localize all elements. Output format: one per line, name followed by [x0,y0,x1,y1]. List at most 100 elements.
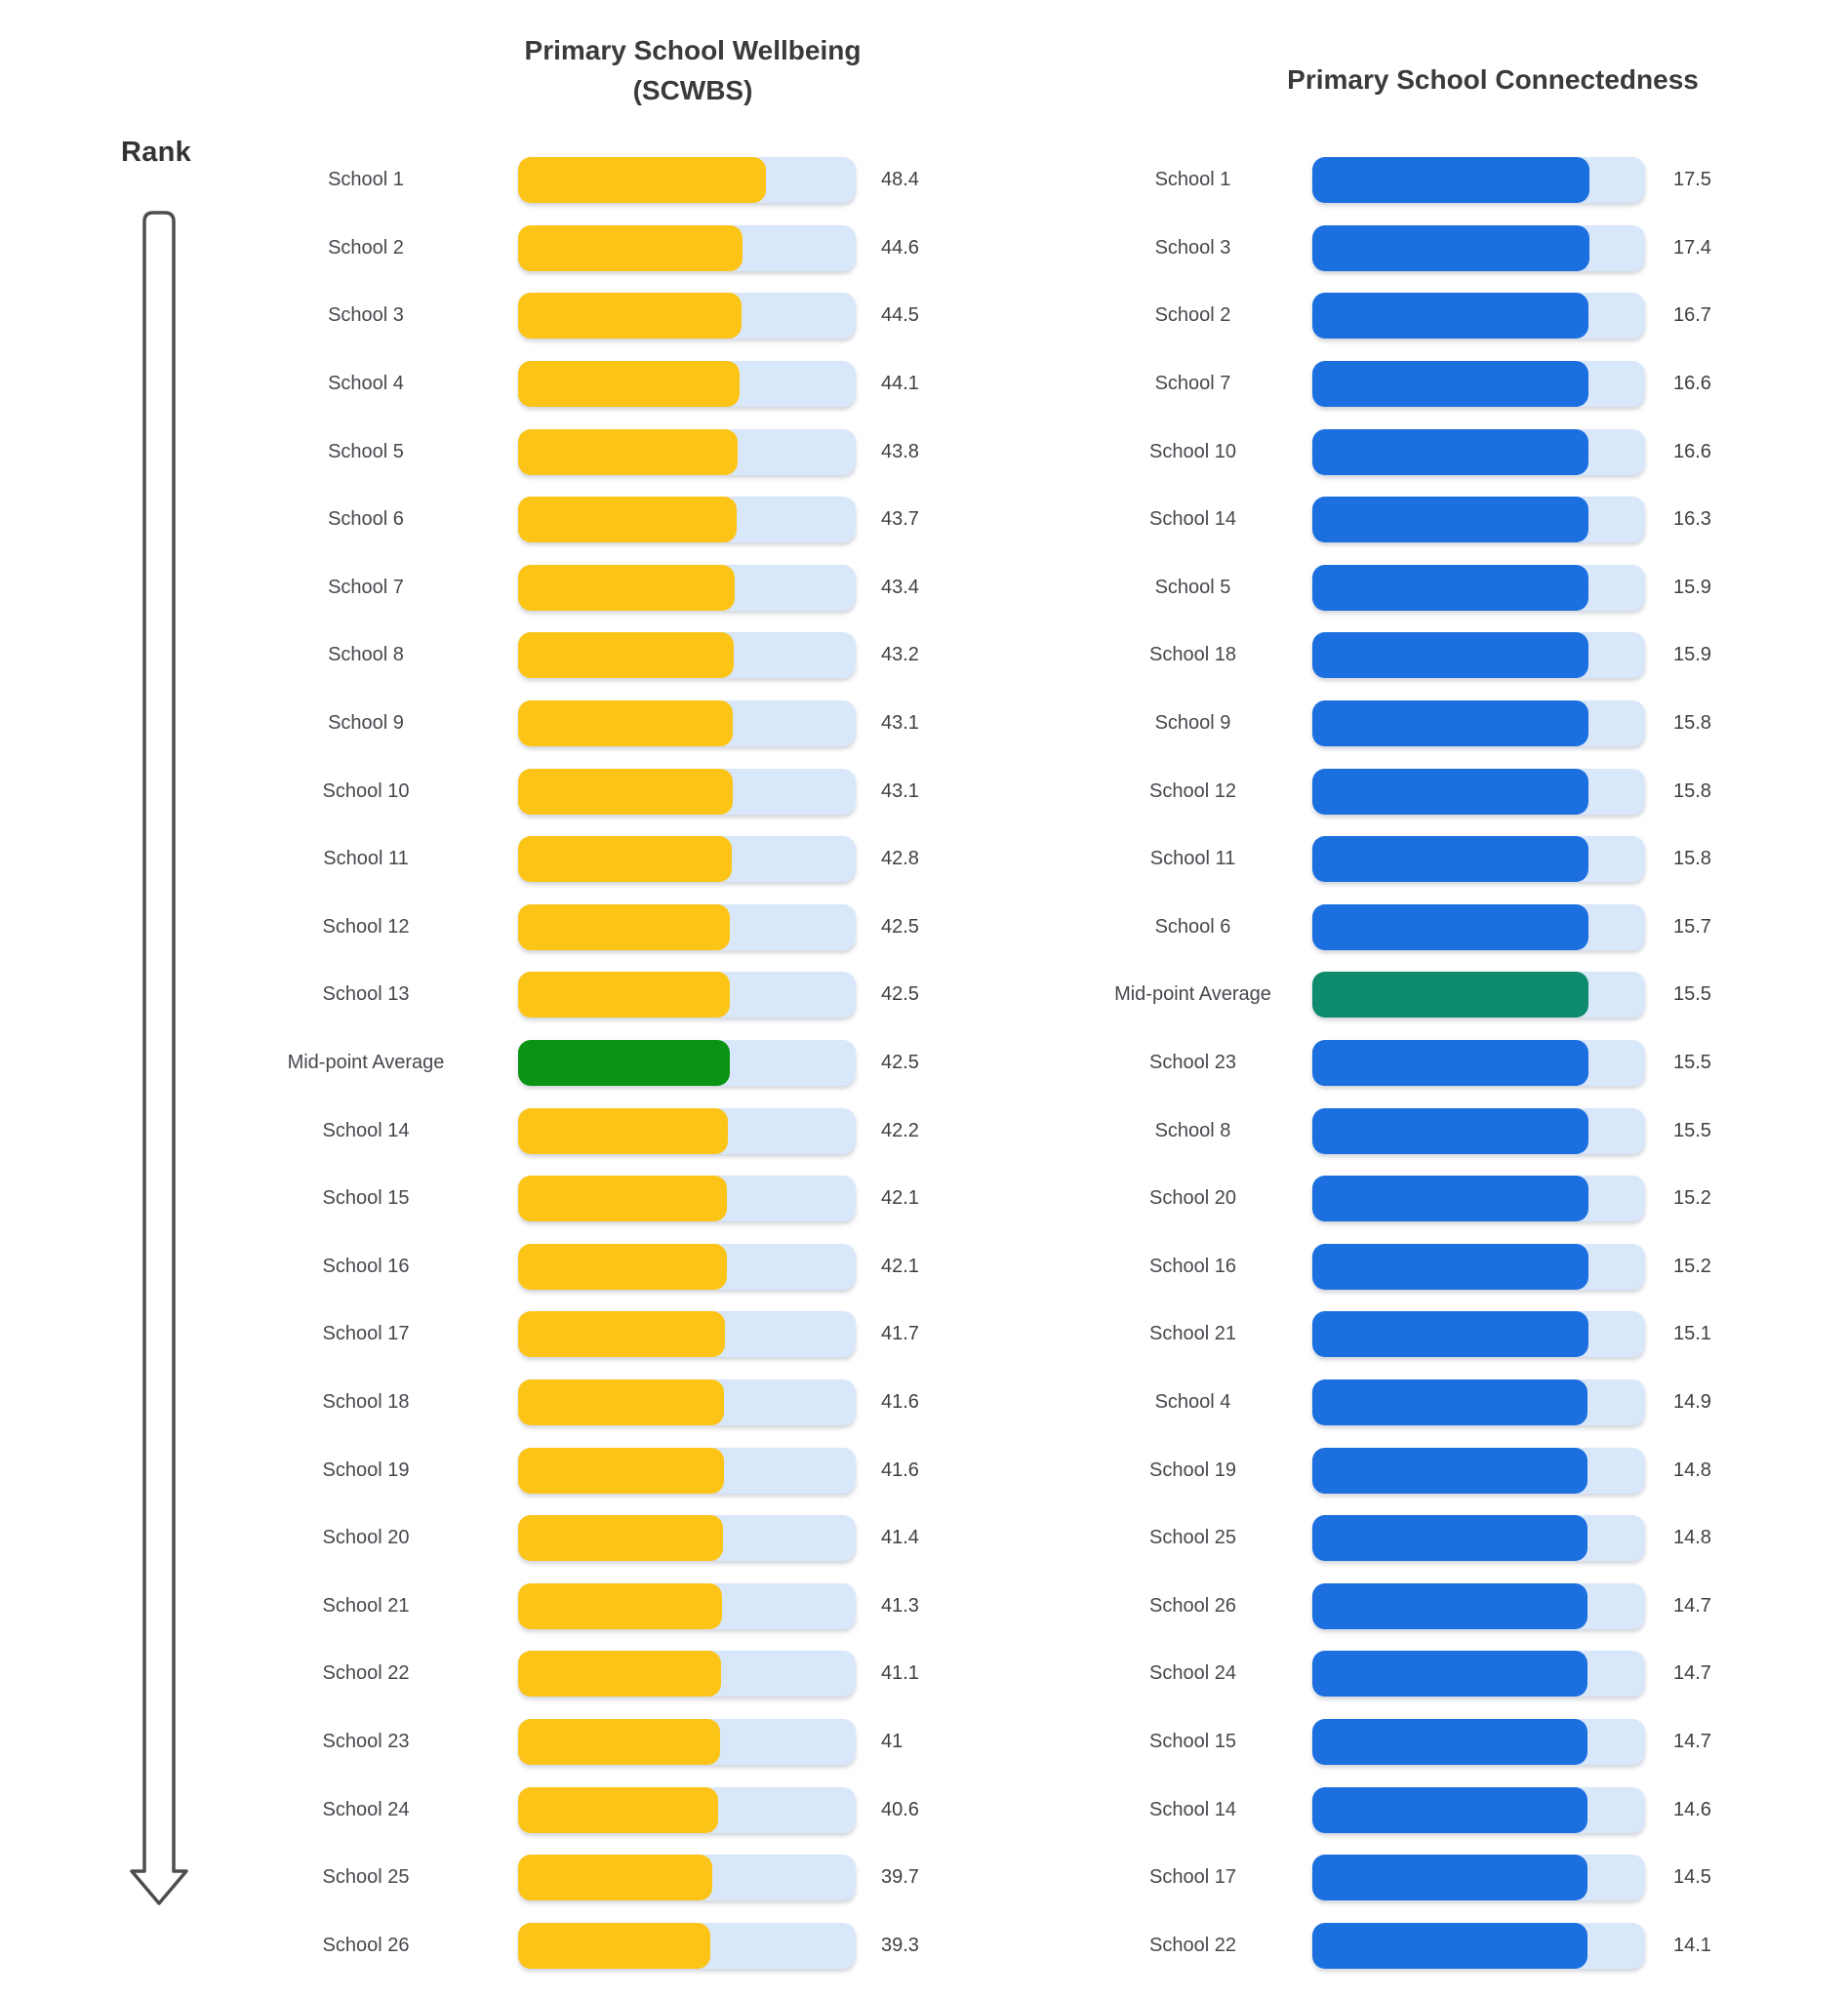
chart-row: School 19 41.6 [244,1436,988,1504]
bar-fill [1312,1718,1588,1765]
bar-value: 41.7 [881,1323,919,1345]
school-label: School 5 [1154,576,1231,598]
school-label: School 14 [1149,508,1236,531]
bar-value: 15.9 [1673,576,1711,598]
chart-row: School 24 14.7 [1073,1640,1781,1708]
bar-value: 15.1 [1673,1323,1711,1345]
chart-row: School 26 39.3 [244,1911,988,1979]
bar-value: 42.5 [881,983,919,1006]
bar-track [518,903,856,950]
chart-row: School 20 41.4 [244,1504,988,1573]
bar-track [518,768,856,815]
chart-row: School 8 15.5 [1073,1097,1781,1165]
bar-value: 14.5 [1673,1866,1711,1889]
bar-track [1312,1855,1645,1901]
chart-row: School 20 15.2 [1073,1165,1781,1233]
chart-row: School 14 14.6 [1073,1776,1781,1844]
school-label: School 25 [322,1866,410,1889]
bar-fill [518,1243,728,1290]
bar-track [518,1582,856,1629]
school-label: School 16 [1149,1255,1236,1277]
chart-row: School 4 14.9 [1073,1369,1781,1437]
bar-fill [518,428,738,475]
chart-row: School 3 44.5 [244,282,988,350]
bar-track [518,497,856,543]
chart-row: School 22 14.1 [1073,1911,1781,1979]
bar-fill [1312,361,1589,408]
bar-track [1312,836,1645,883]
bar-fill [1312,224,1589,271]
bar-value: 40.6 [881,1798,919,1820]
bar-fill [518,1379,725,1425]
bar-track [518,1311,856,1358]
bar-value: 43.1 [881,712,919,735]
school-label: School 11 [1149,848,1236,870]
bar-value: 17.4 [1673,236,1711,259]
school-label: School 12 [322,915,410,938]
bar-fill [1312,632,1589,679]
bar-value: 43.4 [881,576,919,598]
school-label: School 2 [1154,304,1231,327]
school-label: School 1 [328,169,404,191]
school-label: School 21 [1149,1323,1236,1345]
school-label: School 19 [322,1459,410,1481]
bar-value: 44.1 [881,373,919,395]
school-label: School 4 [1154,1390,1231,1413]
bar-fill [1312,1855,1588,1901]
bar-value: 15.8 [1673,712,1711,735]
school-label: School 8 [328,644,404,666]
bar-track [1312,1243,1645,1290]
bar-track [1312,1582,1645,1629]
bar-fill [1312,1311,1588,1358]
chart-row: School 3 17.4 [1073,215,1781,283]
bar-track [518,1040,856,1087]
bar-fill [518,1786,718,1833]
bar-value: 48.4 [881,169,919,191]
bar-track [1312,497,1645,543]
bar-fill [518,361,740,408]
bar-value: 14.8 [1673,1527,1711,1549]
wellbeing-title-line2: (SCWBS) [632,74,753,105]
rank-arrow-icon [130,211,188,1905]
bar-track [1312,224,1645,271]
connectedness-title: Primary School Connectedness [1287,64,1699,95]
school-label: School 13 [322,983,410,1006]
chart-row: School 7 43.4 [244,554,988,622]
chart-row: School 19 14.8 [1073,1436,1781,1504]
bar-fill [1312,836,1589,883]
bar-value: 16.3 [1673,508,1711,531]
bar-value: 15.2 [1673,1255,1711,1277]
school-label: School 24 [322,1798,410,1820]
chart-row: School 16 42.1 [244,1233,988,1301]
chart-row: School 17 41.7 [244,1300,988,1369]
bar-fill [518,1718,721,1765]
chart-row: School 24 40.6 [244,1776,988,1844]
bar-fill [1312,768,1589,815]
bar-track [1312,361,1645,408]
bar-value: 41.4 [881,1527,919,1549]
chart-row: School 26 14.7 [1073,1572,1781,1640]
chart-row: School 18 41.6 [244,1369,988,1437]
bar-track [518,157,856,204]
chart-row: School 25 14.8 [1073,1504,1781,1573]
bar-track [518,1107,856,1154]
bar-fill [518,1582,722,1629]
bar-track [1312,700,1645,747]
bar-track [1312,1718,1645,1765]
school-label: School 3 [328,304,404,327]
school-label: School 3 [1154,236,1231,259]
bar-value: 15.8 [1673,779,1711,802]
school-label: School 12 [1149,779,1236,802]
chart-row: School 2 16.7 [1073,282,1781,350]
bar-value: 14.7 [1673,1662,1711,1685]
bar-fill [1312,903,1588,950]
bar-track [518,428,856,475]
bar-track [1312,1651,1645,1698]
school-label: School 6 [328,508,404,531]
school-label: School 10 [322,779,410,802]
wellbeing-title-line1: Primary School Wellbeing [524,35,862,65]
chart-row: School 8 43.2 [244,621,988,690]
bar-fill [1312,1176,1588,1222]
bar-value: 41 [881,1730,904,1752]
bar-track [518,564,856,611]
